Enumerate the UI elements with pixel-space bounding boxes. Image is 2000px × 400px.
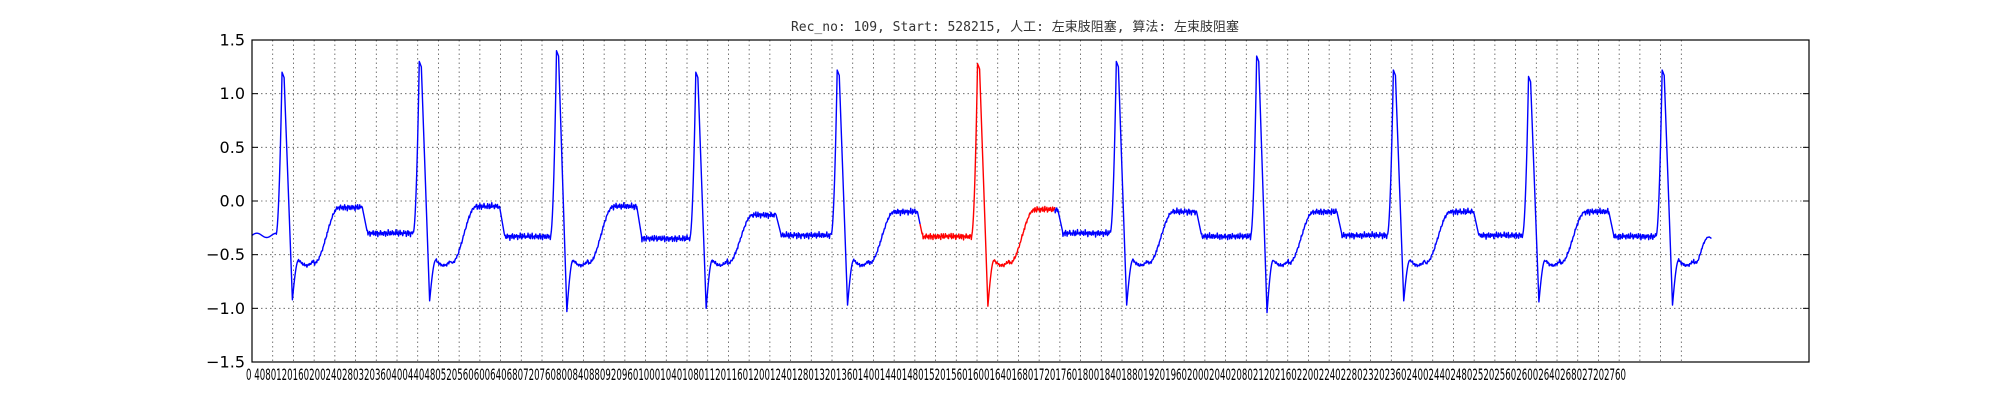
ecg-trace-normal (251, 50, 921, 313)
y-tick-label: 1.5 (220, 31, 245, 50)
ecg-trace-normal (1053, 55, 1712, 314)
x-axis-tick-labels: 0 40801201602002402803203604004404805205… (246, 365, 1626, 384)
grid-lines (252, 40, 1809, 362)
y-tick-label: 1.0 (220, 84, 245, 103)
ecg-series (251, 50, 1712, 314)
y-axis-ticks: 1.5 1.0 0.5 0.0 −0.5 −1.0 −1.5 (206, 31, 1809, 372)
y-tick-label: 0.0 (220, 192, 245, 211)
ecg-trace-highlight (919, 62, 1056, 307)
y-tick-label: −0.5 (206, 245, 245, 264)
y-tick-label: 0.5 (220, 138, 245, 157)
y-tick-label: −1.5 (206, 353, 245, 372)
y-tick-label: −1.0 (206, 299, 245, 318)
chart-title: Rec_no: 109, Start: 528215, 人工: 左束肢阻塞, 算… (791, 19, 1239, 35)
